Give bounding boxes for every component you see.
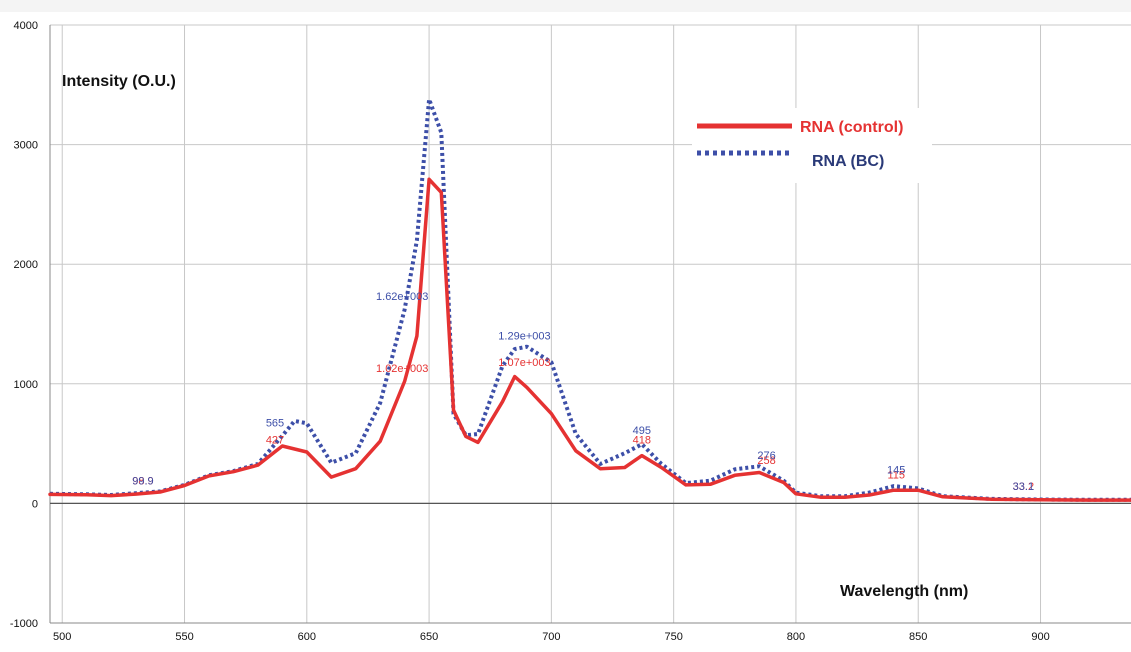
top-band: [0, 0, 1131, 12]
legend-label-control: RNA (control): [800, 119, 903, 136]
y-tick-label: 0: [32, 498, 38, 510]
data-labels: 98.999.9 427 565 1.02e+003 1.62e+003 1.07e+00…: [132, 291, 1034, 493]
data-label: 1.62e+003: [376, 291, 428, 303]
y-tick-label: -1000: [10, 618, 38, 630]
data-label: 115: [887, 469, 905, 481]
data-label: 1.29e+003: [498, 331, 550, 343]
data-label: 495: [633, 425, 651, 437]
data-label: 418: [633, 435, 651, 447]
data-label: 33.1: [1013, 481, 1034, 493]
x-tick-label: 600: [298, 631, 316, 643]
data-label: 145: [887, 465, 905, 477]
data-label: 98.9: [132, 475, 153, 487]
x-tick-label: 750: [664, 631, 682, 643]
data-label: 565: [266, 417, 284, 429]
y-tick-label: 2000: [14, 259, 38, 271]
axes: [49, 25, 1131, 624]
y-tick-label: 3000: [14, 140, 38, 152]
x-tick-labels: 500 550 600 650 700 750 800 850 900: [53, 631, 1050, 643]
legend: RNA (control) RNA (BC): [692, 108, 932, 183]
plot-background: [50, 25, 1131, 623]
x-tick-label: 700: [542, 631, 560, 643]
x-tick-label: 800: [787, 631, 805, 643]
x-tick-label: 650: [420, 631, 438, 643]
y-axis-title: Intensity (O.U.): [62, 73, 176, 90]
data-label: 427: [266, 435, 284, 447]
x-axis-title: Wavelength (nm): [840, 583, 968, 600]
series-lines: [48, 97, 1131, 502]
y-tick-label: 1000: [14, 379, 38, 391]
data-label: 1.02e+003: [376, 363, 428, 375]
data-label: 33.2: [1013, 481, 1034, 493]
data-label: 1.07e+003: [498, 357, 550, 369]
legend-label-bc: RNA (BC): [812, 153, 884, 170]
data-label: 99.9: [132, 475, 153, 487]
x-tick-label: 550: [175, 631, 193, 643]
y-tick-labels: 4000 3000 2000 1000 0 -1000: [10, 20, 38, 630]
series-line-control: [48, 177, 1131, 502]
x-tick-label: 500: [53, 631, 71, 643]
x-tick-label: 900: [1031, 631, 1049, 643]
legend-background: [692, 108, 932, 183]
data-label: 258: [757, 455, 775, 467]
y-tick-label: 4000: [14, 20, 38, 32]
x-tick-label: 850: [909, 631, 927, 643]
data-label: 276: [757, 450, 775, 462]
